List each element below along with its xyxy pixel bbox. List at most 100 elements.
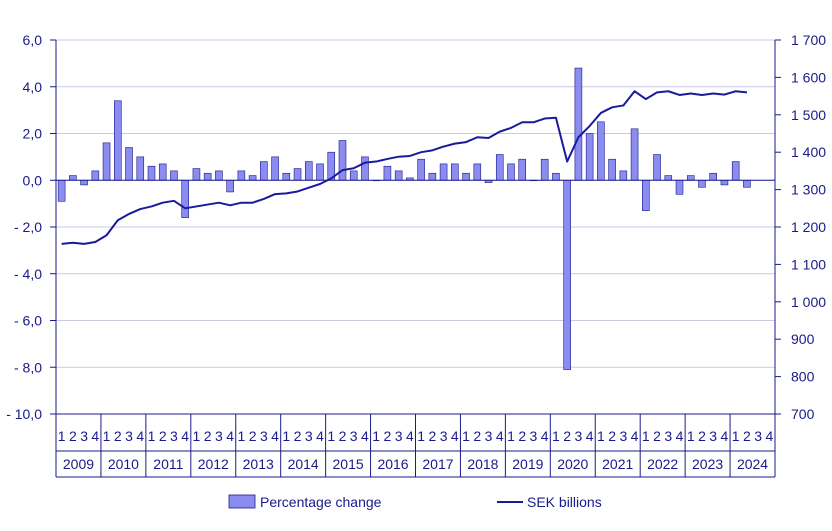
bar [540, 158, 549, 181]
bar [248, 175, 257, 181]
year-label: 2021 [602, 456, 633, 472]
bar [686, 175, 695, 181]
quarter-label: 1 [372, 428, 380, 444]
quarter-label: 3 [125, 428, 133, 444]
bar [709, 172, 717, 181]
quarter-label: 3 [575, 428, 583, 444]
year-label: 2022 [647, 456, 678, 472]
bar [91, 170, 100, 181]
bar [383, 165, 392, 181]
quarter-label: 4 [361, 428, 369, 444]
quarter-label: 2 [743, 428, 751, 444]
bar [451, 163, 459, 181]
bar [574, 67, 583, 181]
bar [192, 168, 201, 181]
bar [181, 179, 189, 218]
quarter-label: 4 [136, 428, 144, 444]
bar [619, 170, 628, 181]
legend: Percentage change SEK billions [228, 494, 602, 510]
right-tick-label: 900 [791, 331, 815, 347]
quarter-label: 2 [428, 428, 436, 444]
quarter-label: 4 [271, 428, 279, 444]
left-tick-label: 4,0 [23, 79, 43, 95]
quarter-label: 2 [653, 428, 661, 444]
bar [136, 156, 145, 181]
quarter-label: 1 [148, 428, 156, 444]
quarter-label: 2 [473, 428, 481, 444]
quarter-label: 2 [294, 428, 302, 444]
left-tick-label: 2,0 [23, 126, 43, 142]
bar [69, 175, 77, 181]
line-series [61, 90, 748, 245]
bar [552, 172, 560, 181]
right-tick-label: 1 200 [791, 219, 826, 235]
quarter-label: 2 [159, 428, 167, 444]
quarter-label: 2 [563, 428, 571, 444]
quarter-label: 2 [698, 428, 706, 444]
bar [462, 172, 470, 181]
left-tick-label: - 2,0 [14, 219, 42, 235]
quarter-label: 3 [530, 428, 538, 444]
quarter-label: 2 [339, 428, 347, 444]
year-label: 2016 [377, 456, 408, 472]
bar [394, 170, 403, 181]
quarter-label: 3 [485, 428, 493, 444]
left-tick-label: - 4,0 [14, 266, 42, 282]
bar [731, 161, 740, 181]
quarter-label: 1 [507, 428, 515, 444]
quarter-label: 1 [732, 428, 740, 444]
legend-label-bar: Percentage change [260, 494, 382, 510]
right-tick-label: 1 700 [791, 32, 826, 48]
quarter-label: 4 [451, 428, 459, 444]
bar [271, 156, 279, 181]
bar [585, 133, 594, 181]
bar [653, 154, 661, 181]
right-tick-label: 1 300 [791, 182, 826, 198]
quarter-label: 1 [642, 428, 650, 444]
year-label: 2014 [288, 456, 319, 472]
bar [698, 179, 706, 188]
bar [282, 172, 291, 181]
bar [338, 140, 347, 181]
bar [316, 163, 324, 181]
left-tick-label: 0,0 [23, 172, 43, 188]
quarter-label: 2 [608, 428, 616, 444]
right-tick-label: 1 000 [791, 294, 826, 310]
bar [507, 163, 515, 181]
quarter-label: 1 [597, 428, 605, 444]
left-tick-label: - 10,0 [6, 406, 42, 422]
sek-billions-line [61, 90, 748, 245]
quarter-label: 4 [181, 428, 189, 444]
year-label: 2015 [333, 456, 364, 472]
quarter-label: 4 [631, 428, 639, 444]
quarter-label: 1 [103, 428, 111, 444]
bar [428, 172, 437, 181]
right-axis-ticks: 1 700 1 600 1 500 1 400 1 300 1 200 1 100 1 000… [775, 32, 826, 422]
bar [675, 179, 684, 195]
bar [720, 179, 729, 186]
quarter-label: 4 [541, 428, 549, 444]
quarter-label: 1 [193, 428, 201, 444]
quarter-label: 3 [260, 428, 268, 444]
quarter-label: 3 [619, 428, 627, 444]
bar [215, 170, 223, 181]
bar [203, 172, 212, 181]
legend-swatch-bar [228, 494, 256, 509]
quarter-label: 4 [316, 428, 324, 444]
quarter-label: 3 [395, 428, 403, 444]
bar [664, 175, 673, 181]
year-label: 2011 [153, 456, 183, 472]
bar [147, 165, 156, 181]
quarter-label: 2 [204, 428, 212, 444]
bar [642, 179, 650, 211]
left-tick-label: 6,0 [23, 32, 43, 48]
left-axis-ticks: 6,0 4,0 2,0 0,0 - 2,0 - 4,0 - 6,0 - 8,0 - 10,0 [6, 32, 56, 422]
quarter-label: 1 [417, 428, 425, 444]
left-tick-label: - 6,0 [14, 313, 42, 329]
quarter-label: 2 [518, 428, 526, 444]
quarter-label: 3 [709, 428, 717, 444]
right-tick-label: 1 600 [791, 69, 826, 85]
bar [473, 163, 482, 181]
year-label: 2019 [512, 456, 543, 472]
